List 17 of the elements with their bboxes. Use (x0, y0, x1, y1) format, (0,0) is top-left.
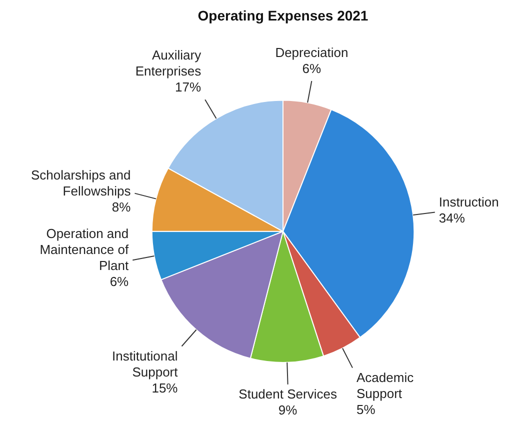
slice-label: Depreciation (275, 45, 348, 60)
data-label: 8% (112, 199, 132, 214)
slice-label: Institutional Support (112, 348, 178, 380)
slice-label: Instruction (438, 194, 499, 210)
data-label: 34% (438, 210, 466, 226)
data-label: 5% (356, 402, 376, 417)
data-label: 9% (278, 402, 298, 418)
slice-label: Academic Support (356, 370, 414, 401)
slice-label: Scholarships and Fellowships (30, 167, 132, 198)
slice-label: Student Services (238, 386, 338, 402)
data-label: 17% (175, 80, 202, 95)
data-label: 6% (302, 61, 322, 76)
chart-title: Operating Expenses 2021 (198, 7, 368, 24)
data-label: 15% (152, 380, 178, 396)
slice-label: Auxiliary Enterprises (135, 48, 202, 79)
data-label: 6% (110, 274, 130, 290)
slice-label: Operation and Maintenance of Plant (40, 226, 129, 274)
